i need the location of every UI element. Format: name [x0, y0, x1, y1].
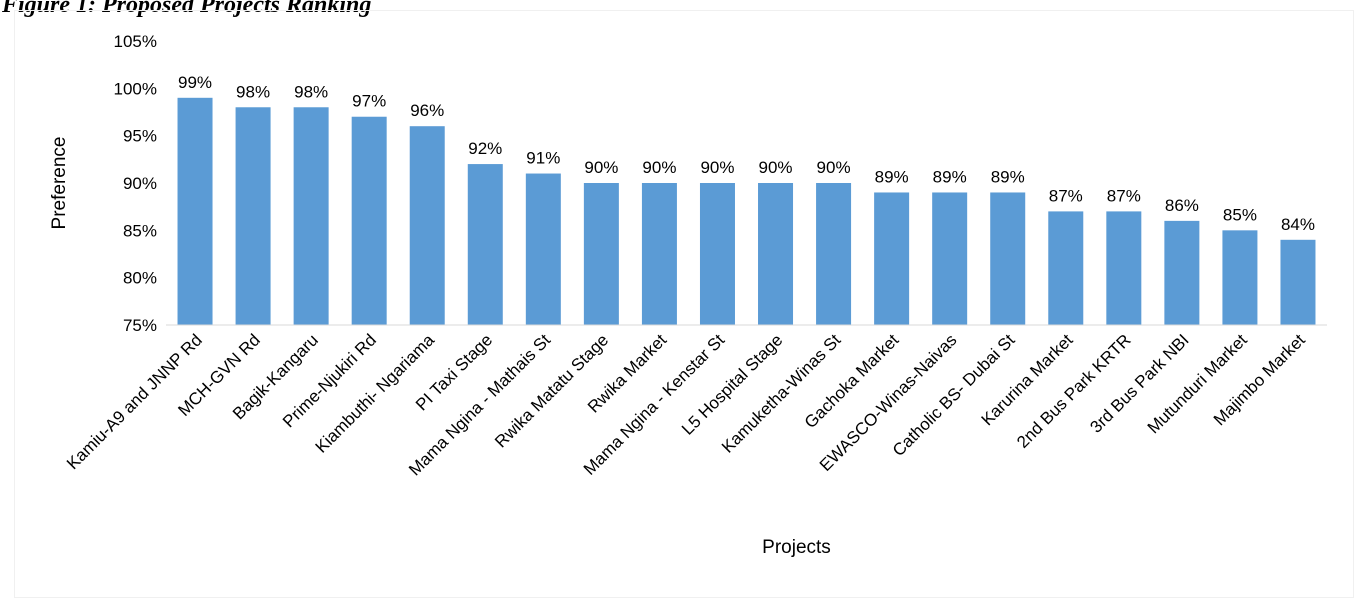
bar	[699, 183, 735, 325]
bar-chart: 75%80%85%90%95%100%105% 99% 98% 98% 97% 96%9…	[49, 32, 1327, 558]
bars	[177, 97, 1316, 326]
data-label: 97%	[352, 92, 386, 111]
bar	[758, 183, 794, 325]
y-tick-label: 105%	[114, 32, 157, 51]
bar	[525, 173, 561, 325]
bar	[409, 126, 445, 325]
bar	[235, 107, 271, 326]
y-tick-label: 90%	[123, 174, 157, 193]
figure-caption: Figure 1: Proposed Projects Ranking	[2, 0, 372, 18]
data-label: 99%	[178, 73, 212, 92]
x-tick-label: 3rd Bus Park NBI	[1086, 330, 1192, 436]
bar	[932, 192, 968, 325]
y-axis-title: Preference	[49, 137, 70, 230]
bar	[177, 97, 213, 325]
data-label: 90%	[700, 158, 734, 177]
data-label: 96%	[410, 101, 444, 120]
y-tick-label: 75%	[123, 316, 157, 335]
data-label: 90%	[817, 158, 851, 177]
data-label: 89%	[875, 167, 909, 186]
bar	[467, 164, 503, 325]
y-tick-label: 100%	[114, 79, 157, 98]
x-axis-title: Projects	[762, 537, 831, 558]
y-tick-label: 80%	[123, 269, 157, 288]
bar	[990, 192, 1026, 325]
data-label: 86%	[1165, 196, 1199, 215]
data-labels: 99% 98% 98% 97% 96% 92% 91% 90% 90% 90% 90% 90% 89% 8…	[178, 73, 1315, 234]
bar	[1048, 211, 1084, 325]
data-label: 90%	[642, 158, 676, 177]
data-label: 89%	[933, 167, 967, 186]
bar	[816, 183, 852, 325]
chart-frame: 75% 80% 85% 90% 95% 100% 105% 99% 98% 98% 97% 96% 9…	[14, 10, 1354, 598]
data-label: 87%	[1049, 186, 1083, 205]
x-tick-label: L5 Hospital Stage	[678, 330, 786, 438]
bar	[583, 183, 619, 325]
data-label: 85%	[1223, 205, 1257, 224]
y-tick-label: 85%	[123, 221, 157, 240]
data-label: 84%	[1281, 215, 1315, 234]
data-label: 89%	[991, 167, 1025, 186]
bar	[1164, 220, 1200, 325]
data-label: 98%	[236, 82, 270, 101]
data-label: 98%	[294, 82, 328, 101]
data-label: 91%	[526, 149, 560, 168]
bar	[641, 183, 677, 325]
data-label: 90%	[584, 158, 618, 177]
data-label: 90%	[759, 158, 793, 177]
x-tick-label: Mutunduri Market	[1144, 330, 1251, 437]
x-tick-label: Rwika Matatu Stage	[491, 330, 612, 451]
data-label: 92%	[468, 139, 502, 158]
bar	[1222, 230, 1258, 325]
y-tick-label: 95%	[123, 127, 157, 146]
bar	[293, 107, 329, 326]
bar	[1280, 239, 1316, 325]
bar	[1106, 211, 1142, 325]
data-label: 87%	[1107, 186, 1141, 205]
bar	[874, 192, 910, 325]
bar	[351, 116, 387, 325]
y-axis-ticks: 75% 80% 85% 90% 95% 100% 105%	[114, 32, 157, 335]
x-tick-label: 2nd Bus Park KRTR	[1013, 330, 1134, 451]
